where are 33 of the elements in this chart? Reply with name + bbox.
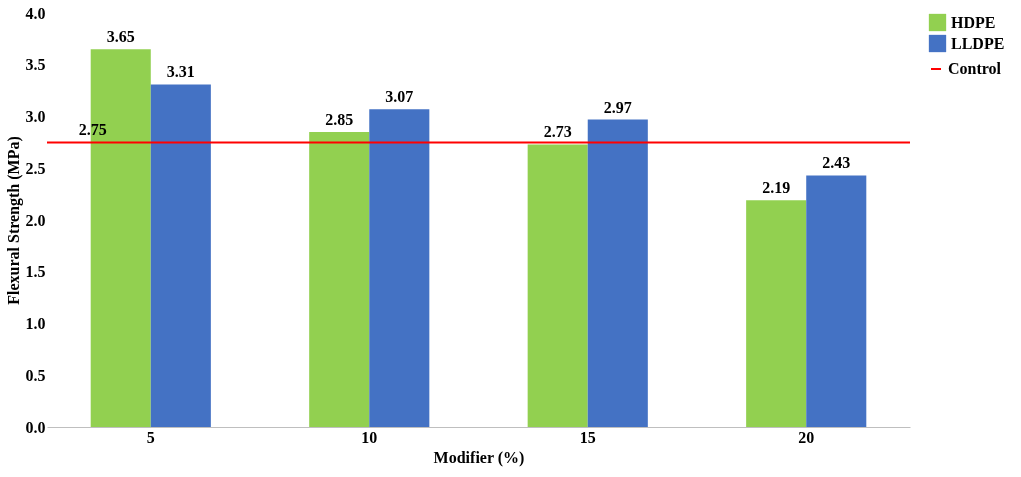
data-label: 2.19 — [762, 179, 791, 197]
y-axis-title: Flexural Strength (MPa) — [4, 136, 23, 305]
y-tick-label: 0.5 — [25, 366, 46, 384]
legend-label: LLDPE — [951, 34, 1005, 52]
y-tick-label: 3.5 — [25, 56, 46, 74]
bar — [150, 84, 211, 427]
y-tick-label: 0.0 — [25, 418, 46, 436]
y-tick-label: 4.0 — [25, 4, 46, 22]
x-tick-label: 5 — [146, 428, 155, 446]
data-label: 3.65 — [106, 28, 135, 46]
data-label: 3.31 — [166, 63, 195, 81]
bar — [806, 175, 867, 427]
x-tick-label: 15 — [579, 428, 596, 446]
legend-label: HDPE — [951, 13, 996, 31]
bar — [309, 132, 370, 427]
x-tick-label: 20 — [798, 428, 815, 446]
data-label: 2.97 — [603, 98, 632, 116]
data-label: 2.73 — [543, 123, 572, 141]
data-label: 2.85 — [325, 111, 354, 129]
data-label: 2.43 — [822, 154, 851, 172]
bar — [587, 119, 648, 427]
bar — [527, 144, 588, 427]
y-tick-label: 2.5 — [25, 159, 46, 177]
y-tick-label: 1.0 — [25, 315, 46, 332]
data-label: 3.07 — [385, 88, 414, 106]
x-tick-label: 10 — [361, 428, 378, 446]
x-axis-title: Modifier (%) — [433, 448, 525, 467]
bar — [746, 200, 807, 427]
y-tick-label: 3.0 — [25, 108, 46, 125]
bar — [369, 109, 430, 427]
y-tick-label: 1.5 — [25, 263, 46, 281]
legend-label: Control — [948, 60, 1002, 77]
y-tick-label: 2.0 — [25, 211, 46, 229]
